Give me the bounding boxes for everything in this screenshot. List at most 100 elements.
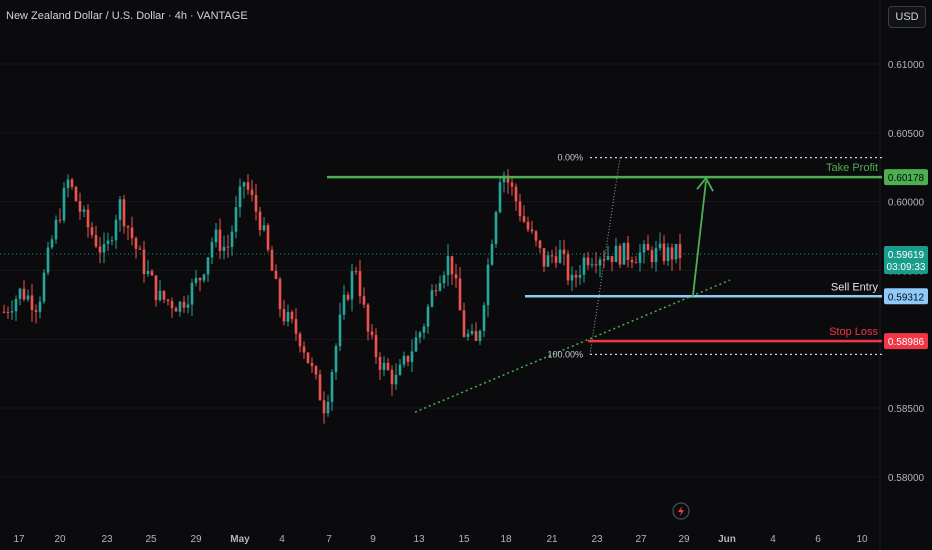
candle-body: [118, 199, 122, 220]
candle-body: [422, 326, 426, 333]
candle-body: [382, 362, 386, 370]
candle-body: [146, 271, 150, 275]
candle-body: [574, 274, 578, 278]
current-price-badge-bg: [884, 246, 928, 275]
candle-body: [646, 244, 650, 251]
take-profit-label: Take Profit: [826, 162, 878, 174]
candle-body: [386, 362, 390, 370]
candle-body: [654, 248, 658, 263]
current-price-badge-countdown: 03:09:33: [887, 262, 926, 273]
candle-body: [306, 352, 310, 363]
candle-body: [350, 271, 354, 300]
candle-body: [362, 296, 366, 305]
candle-body: [202, 274, 206, 281]
candle-body: [330, 372, 334, 402]
candle-body: [542, 248, 546, 267]
candle-body: [230, 231, 234, 247]
fib-diagonal: [589, 157, 621, 355]
candle-body: [642, 244, 646, 253]
candle-body: [414, 337, 418, 352]
candle-body: [342, 294, 346, 315]
candle-body: [106, 240, 110, 244]
candle-body: [566, 253, 570, 281]
candle-body: [98, 246, 102, 253]
candle-body: [638, 252, 642, 263]
candle-body: [358, 271, 362, 297]
x-tick-label: 25: [145, 534, 157, 545]
stop-loss-price-badge-bg: [884, 333, 928, 350]
candle-body: [326, 401, 330, 414]
candle-body: [670, 247, 674, 260]
candle-body: [478, 330, 482, 341]
candle-body: [278, 278, 282, 310]
x-tick-label: 18: [500, 534, 512, 545]
time-axis[interactable]: 17 20 23 25 29 May 4 7 9 13 15 18 21 23 27 29 Jun 4 6 10: [13, 534, 868, 545]
candle-body: [190, 282, 194, 305]
y-tick-label: 0.58000: [888, 473, 925, 484]
candle-body: [662, 243, 666, 262]
candle-body: [442, 275, 446, 284]
candle-body: [78, 201, 82, 212]
candle-body: [322, 400, 326, 414]
candle-body: [14, 299, 18, 312]
x-tick-label: 4: [279, 534, 285, 545]
candle-body: [338, 314, 342, 347]
candle-body: [174, 308, 178, 312]
candle-body: [26, 295, 30, 300]
candle-body: [398, 364, 402, 375]
x-tick-label: May: [230, 534, 250, 545]
candle-body: [22, 288, 26, 300]
x-tick-label: 23: [591, 534, 603, 545]
lightning-icon-ring: [672, 502, 690, 520]
candle-body: [438, 283, 442, 291]
y-tick-label: 0.58500: [888, 404, 925, 415]
candle-body: [70, 179, 74, 187]
stop-loss-price-badge: 0.58986: [888, 337, 925, 348]
candle-body: [266, 225, 270, 250]
candle-body: [506, 175, 510, 183]
take-profit-price-badge-bg: [884, 169, 928, 186]
currency-button[interactable]: USD: [888, 6, 926, 28]
candle-body: [602, 259, 606, 261]
candle-body: [410, 351, 414, 362]
sell-entry-label: Sell Entry: [831, 281, 879, 293]
candle-body: [170, 301, 174, 309]
candle-body: [310, 362, 314, 367]
candle-body: [82, 209, 86, 212]
candle-body: [426, 306, 430, 327]
candle-body: [650, 250, 654, 263]
candle-body: [558, 249, 562, 263]
current-price-badge: 0.59619: [888, 250, 925, 261]
candle-body: [370, 331, 374, 336]
candle-body: [242, 182, 246, 187]
level-labels: 0.00% 100.00% Take Profit Sell Entry Stop Lo…: [547, 153, 928, 520]
y-tick-label: 0.61000: [888, 60, 925, 71]
take-profit-price-badge: 0.60178: [888, 173, 925, 184]
sell-entry-price-badge-bg: [884, 288, 928, 305]
candle-body: [462, 310, 466, 337]
candle-body: [246, 182, 250, 190]
candle-body: [210, 242, 214, 258]
candle-body: [50, 239, 54, 248]
projection-arrow-shaft: [692, 181, 707, 296]
candle-body: [302, 346, 306, 353]
candle-body: [110, 240, 114, 242]
price-grid: [0, 0, 881, 550]
candle-body: [222, 246, 226, 251]
candle-body: [518, 201, 522, 217]
candle-body: [678, 244, 682, 259]
sell-entry-price-badge: 0.59312: [888, 292, 925, 303]
y-tick-label: 0.60500: [888, 129, 925, 140]
x-tick-label: 21: [546, 534, 558, 545]
candle-body: [334, 346, 338, 373]
candle-body: [474, 330, 478, 341]
candle-body: [94, 235, 98, 247]
candle-body: [226, 246, 230, 248]
candle-body: [538, 240, 542, 249]
trade-overlays: [0, 156, 882, 413]
candle-body: [294, 319, 298, 334]
candle-body: [470, 330, 474, 334]
candle-body: [30, 295, 34, 311]
